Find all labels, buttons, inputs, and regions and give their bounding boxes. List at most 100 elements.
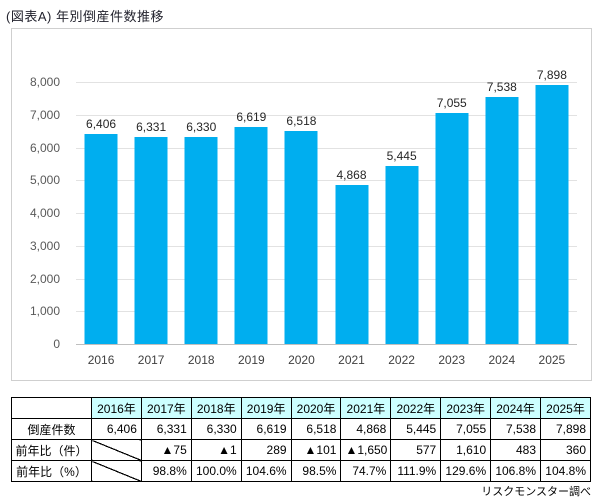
value-cell: ▲75 xyxy=(140,439,192,461)
value-cell: 360 xyxy=(540,439,591,461)
bar-value-label: 6,619 xyxy=(236,110,267,125)
value-cell: 104.8% xyxy=(540,460,591,482)
y-tick-label: 6,000 xyxy=(29,140,60,155)
value-cell: 7,898 xyxy=(540,418,591,440)
x-tick-label: 2024 xyxy=(488,353,516,367)
year-header-cell: 2022年 xyxy=(390,397,442,419)
row-label-cell: 前年比（%） xyxy=(11,460,92,482)
row-label-cell: 前年比（件） xyxy=(11,439,92,461)
bar xyxy=(385,165,419,344)
value-cell: 6,619 xyxy=(240,418,292,440)
gridline xyxy=(76,245,577,247)
gridline xyxy=(76,180,577,182)
value-cell: 4,868 xyxy=(340,418,392,440)
bar xyxy=(134,136,168,344)
bar-column: 5,445 xyxy=(377,82,427,344)
bar-value-label: 7,538 xyxy=(486,80,517,95)
table-body: 倒産件数 6,406 6,331 6,330 6,619 6,518 4,868 5,445 7… xyxy=(11,418,591,482)
x-tick-label: 2017 xyxy=(137,353,165,367)
bar-column: 6,518 xyxy=(276,82,326,344)
x-tick-label: 2019 xyxy=(237,353,265,367)
bar xyxy=(435,112,469,344)
value-cell: ▲101 xyxy=(290,439,342,461)
value-cell: 577 xyxy=(390,439,442,461)
bar-value-label: 6,518 xyxy=(286,113,317,128)
value-cell: 6,406 xyxy=(91,418,142,440)
year-header-cell: 2019年 xyxy=(240,397,292,419)
value-cell: 1,610 xyxy=(440,439,492,461)
year-header-cell: 2016年 xyxy=(91,397,142,419)
year-header-cell: 2017年 xyxy=(140,397,192,419)
year-header-cell: 2025年 xyxy=(540,397,591,419)
y-axis: 0 1,000 2,000 3,000 4,000 5,000 6,000 7,000 8,00… xyxy=(12,75,66,351)
y-tick-label: 0 xyxy=(53,337,60,351)
table-row: 前年比（件） ▲75 ▲1 289 ▲101 ▲1,650 577 1,610 483 360 xyxy=(11,439,591,461)
y-tick-label: 1,000 xyxy=(29,304,60,319)
bar xyxy=(184,136,218,344)
gridline xyxy=(76,278,577,280)
x-tick-label: 2025 xyxy=(538,353,566,367)
table-row: 前年比（%） 98.8% 100.0% 104.6% 98.5% 74.7% 111.9% 1… xyxy=(11,460,591,482)
year-header-cell: 2021年 xyxy=(340,397,392,419)
bar-column: 7,055 xyxy=(427,82,477,344)
value-cell: 6,330 xyxy=(190,418,242,440)
bar-value-label: 5,445 xyxy=(386,148,417,163)
bar-value-label: 6,406 xyxy=(86,117,117,132)
bar-value-label: 7,055 xyxy=(436,95,467,110)
row-label-cell: 倒産件数 xyxy=(11,418,92,440)
bar xyxy=(234,127,268,344)
value-cell: 129.6% xyxy=(440,460,492,482)
x-tick-label: 2016 xyxy=(87,353,115,367)
x-tick-label: 2021 xyxy=(338,353,365,367)
table-head: 2016年 2017年 2018年 2019年 2020年 2021年 2022年 2023年… xyxy=(11,397,591,419)
source-note: リスクモンスター調べ xyxy=(481,486,591,498)
bar-column: 6,406 xyxy=(76,82,126,344)
data-table: 2016年 2017年 2018年 2019年 2020年 2021年 2022年 2023年… xyxy=(11,397,591,482)
bar-value-label: 7,898 xyxy=(536,68,567,83)
table-header-row: 2016年 2017年 2018年 2019年 2020年 2021年 2022年 2023年… xyxy=(11,397,591,419)
plot-area: 6,406 6,331 6,330 6,619 6,518 4,868 5,445 7,055… xyxy=(76,68,577,345)
gridline xyxy=(76,213,577,214)
value-cell: 7,538 xyxy=(490,418,542,440)
corner-cell xyxy=(11,397,92,419)
bar-value-label: 6,331 xyxy=(136,119,167,134)
gridline xyxy=(76,147,577,149)
year-header-cell: 2018年 xyxy=(190,397,242,419)
bar-column: 6,331 xyxy=(126,82,176,344)
value-cell: 100.0% xyxy=(190,460,242,482)
value-cell: 6,518 xyxy=(290,418,342,440)
bar xyxy=(284,130,318,344)
gridline xyxy=(76,114,577,116)
gridline xyxy=(76,82,577,83)
value-cell: 483 xyxy=(490,439,542,461)
gridline xyxy=(76,311,577,313)
year-header-cell: 2024年 xyxy=(490,397,542,419)
y-tick-label: 3,000 xyxy=(29,238,60,253)
value-cell: 74.7% xyxy=(340,460,392,482)
year-header-cell: 2023年 xyxy=(440,397,492,419)
x-axis: 2016 2017 2018 2019 2020 2021 2022 2023 2024 2025 xyxy=(76,353,577,367)
bar-value-label: 6,330 xyxy=(186,119,217,134)
value-cell: 104.6% xyxy=(240,460,292,482)
y-tick-label: 8,000 xyxy=(29,75,60,89)
value-cell: ▲1 xyxy=(190,439,242,461)
value-cell: 98.5% xyxy=(290,460,342,482)
value-cell: 6,331 xyxy=(140,418,192,440)
page-title: (図表A) 年別倒産件数推移 xyxy=(6,9,164,24)
value-cell: 111.9% xyxy=(390,460,442,482)
y-tick-label: 2,000 xyxy=(29,271,60,286)
value-cell: 289 xyxy=(240,439,292,461)
value-cell: 7,055 xyxy=(440,418,492,440)
bar xyxy=(84,134,118,344)
bar xyxy=(535,85,569,344)
y-tick-label: 5,000 xyxy=(29,173,60,188)
table-row: 倒産件数 6,406 6,331 6,330 6,619 6,518 4,868 5,445 7… xyxy=(11,418,591,440)
x-tick-label: 2023 xyxy=(438,353,466,367)
y-tick-label: 4,000 xyxy=(29,206,60,220)
bar-value-label: 4,868 xyxy=(336,167,367,182)
x-tick-label: 2022 xyxy=(388,353,415,367)
bars-container: 6,406 6,331 6,330 6,619 6,518 4,868 5,445 7,055… xyxy=(76,68,577,344)
bar-column: 7,538 xyxy=(477,80,527,344)
diagonal-cell xyxy=(91,439,142,461)
bar-column: 4,868 xyxy=(326,82,376,344)
